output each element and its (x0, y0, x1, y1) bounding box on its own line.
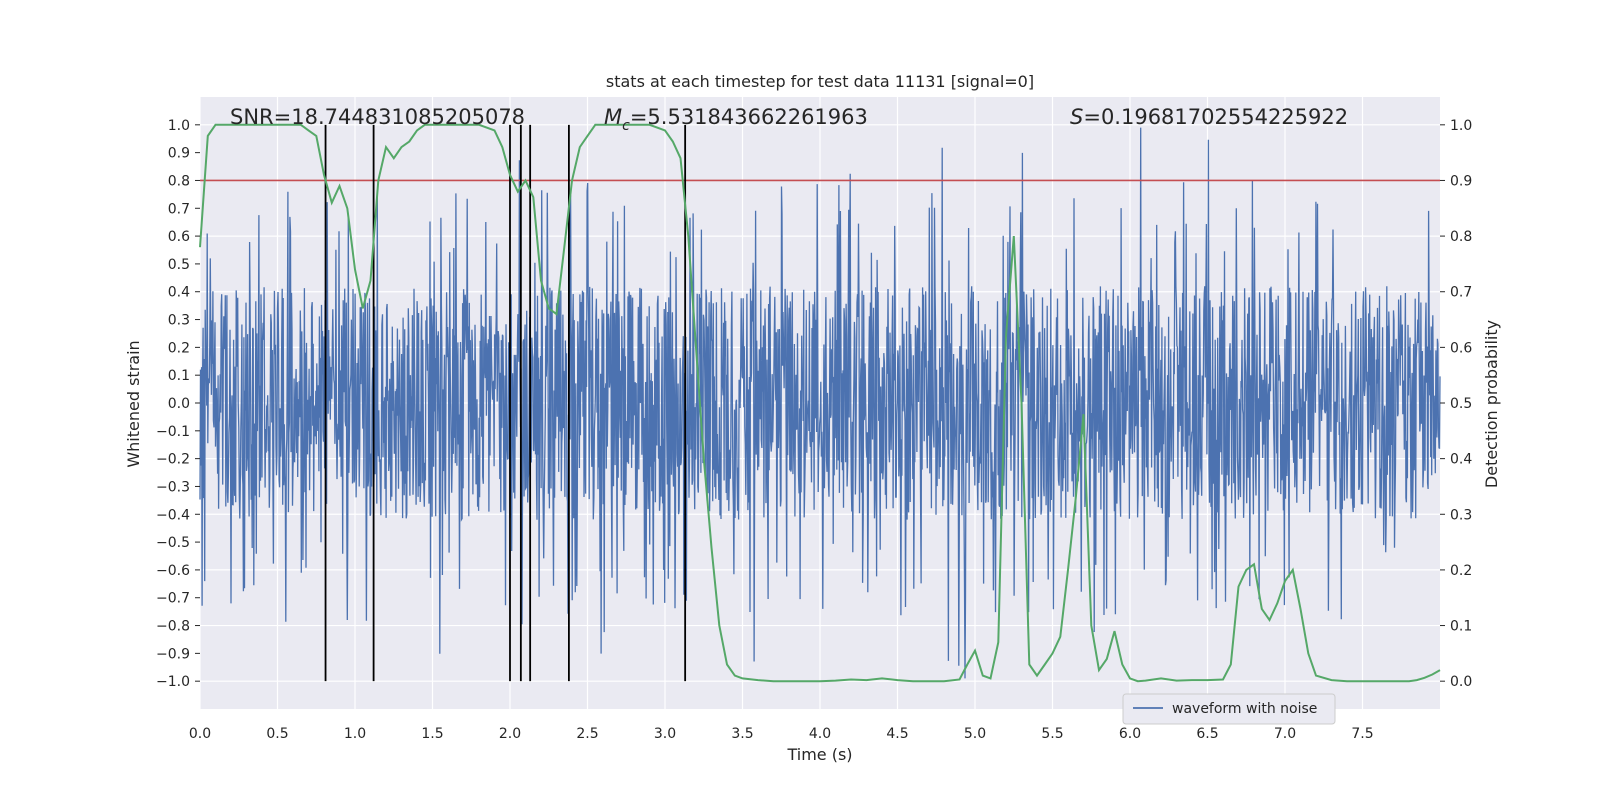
waveform-line (199, 127, 1441, 679)
y-right-tick-label: 0.3 (1450, 507, 1472, 523)
y-right-tick-label: 0.5 (1450, 396, 1472, 412)
s-value: =0.19681702554225922 (1083, 105, 1348, 129)
x-tick-label: 0.5 (266, 726, 288, 742)
y-right-axis-label: Detection probability (1482, 320, 1501, 488)
y-left-tick-label: 0.7 (168, 201, 190, 217)
y-left-tick-label: 0.4 (168, 285, 190, 301)
legend-box (1122, 693, 1336, 725)
x-axis-label: Time (s) (786, 745, 852, 764)
y-left-axis-ticks: 1.0 0.9 0.8 0.7 0.6 0.5 0.4 0.3 0.2 0.1 0.0 −0.1 −0.… (156, 118, 200, 690)
y-right-tick-label: 1.0 (1450, 118, 1472, 134)
x-tick-label: 4.5 (886, 726, 908, 742)
x-tick-label: 3.5 (731, 726, 753, 742)
y-right-axis-ticks: 1.0 0.9 0.8 0.7 0.6 0.5 0.4 0.3 0.2 0.1 0.0 (1440, 118, 1472, 690)
x-tick-label: 3.0 (654, 726, 676, 742)
y-right-tick-label: 0.2 (1450, 563, 1472, 579)
y-left-tick-label: −0.7 (156, 591, 190, 607)
y-right-tick-label: 0.9 (1450, 173, 1472, 189)
y-left-tick-label: −0.5 (156, 535, 190, 551)
snr-annotation: SNR=18.744831085205078 (230, 105, 525, 129)
s-symbol: S (1070, 105, 1083, 129)
waveform-series (199, 127, 1441, 679)
y-right-tick-label: 0.6 (1450, 340, 1472, 356)
y-left-tick-label: 0.0 (168, 396, 190, 412)
y-left-tick-label: 0.9 (168, 146, 190, 162)
x-tick-label: 7.0 (1274, 726, 1296, 742)
y-right-tick-label: 0.0 (1450, 674, 1472, 690)
x-tick-label: 2.0 (499, 726, 521, 742)
mc-value: =5.531843662261963 (630, 105, 868, 129)
x-tick-label: 2.5 (576, 726, 598, 742)
chart-title: stats at each timestep for test data 111… (606, 72, 1034, 91)
y-left-tick-label: 0.8 (168, 173, 190, 189)
y-right-tick-label: 0.1 (1450, 619, 1472, 635)
y-left-tick-label: 0.2 (168, 340, 190, 356)
y-left-tick-label: 0.5 (168, 257, 190, 273)
x-tick-label: 6.0 (1119, 726, 1141, 742)
x-tick-label: 6.5 (1196, 726, 1218, 742)
x-tick-label: 7.5 (1351, 726, 1373, 742)
y-left-tick-label: −0.1 (156, 424, 190, 440)
y-left-tick-label: −0.4 (156, 507, 190, 523)
legend: waveform with noise (1122, 693, 1336, 725)
y-left-tick-label: 0.3 (168, 313, 190, 329)
y-left-tick-label: −0.9 (156, 646, 190, 662)
x-tick-label: 1.0 (344, 726, 366, 742)
y-left-axis-label: Whitened strain (124, 340, 143, 467)
y-right-tick-label: 0.8 (1450, 229, 1472, 245)
y-left-tick-label: −0.2 (156, 452, 190, 468)
y-right-tick-label: 0.4 (1450, 452, 1472, 468)
y-left-tick-label: 1.0 (168, 118, 190, 134)
y-left-tick-label: 0.1 (168, 368, 190, 384)
x-tick-label: 5.0 (964, 726, 986, 742)
x-tick-label: 5.5 (1041, 726, 1063, 742)
s-annotation: S=0.19681702554225922 (1070, 105, 1348, 129)
legend-label: waveform with noise (1172, 701, 1317, 717)
y-left-tick-label: −0.3 (156, 479, 190, 495)
chirp-mass-annotation: Mc=5.531843662261963 (604, 105, 868, 134)
x-tick-label: 1.5 (421, 726, 443, 742)
x-tick-label: 4.0 (809, 726, 831, 742)
vertical-markers (324, 124, 687, 682)
y-left-tick-label: −0.8 (156, 619, 190, 635)
y-left-tick-label: −0.6 (156, 563, 190, 579)
mc-symbol: M (604, 105, 622, 129)
x-axis-ticks: 0.0 0.5 1.0 1.5 2.0 2.5 3.0 3.5 4.0 4.5 5.0 5.5 6.0 6… (189, 726, 1374, 742)
probability-line (199, 123, 1441, 683)
y-left-tick-label: −1.0 (156, 674, 190, 690)
x-tick-label: 0.0 (189, 726, 211, 742)
y-right-tick-label: 0.7 (1450, 285, 1472, 301)
y-left-tick-label: 0.6 (168, 229, 190, 245)
mc-subscript: c (622, 118, 630, 134)
